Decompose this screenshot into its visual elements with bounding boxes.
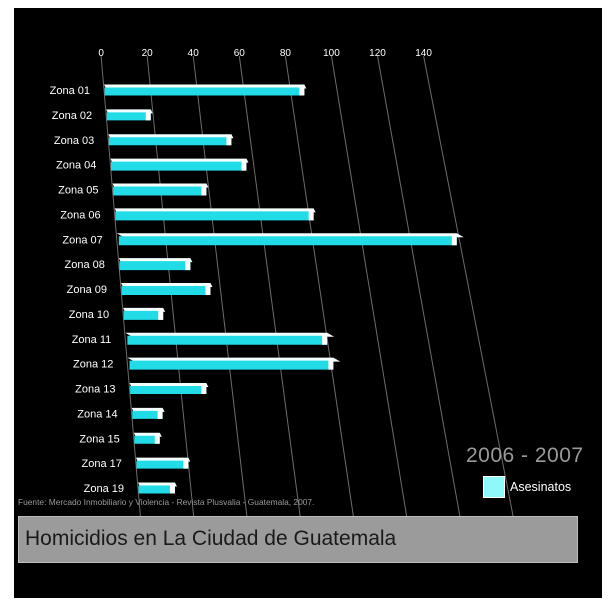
bar <box>123 307 166 320</box>
bar <box>114 208 316 221</box>
x-tick-label: 0 <box>98 48 104 59</box>
bar <box>112 183 209 196</box>
bar <box>110 158 249 171</box>
category-label: Zona 01 <box>50 85 90 97</box>
bar <box>125 332 335 345</box>
bar <box>138 482 177 494</box>
category-label: Zona 15 <box>79 433 119 445</box>
legend-label: Asesinatos <box>510 480 572 494</box>
x-tick-label: 80 <box>280 48 292 59</box>
gridline <box>284 55 357 537</box>
x-tick-label: 60 <box>234 48 246 59</box>
x-tick-label: 120 <box>369 48 386 59</box>
category-label: Zona 11 <box>72 334 112 346</box>
legend-swatch <box>483 476 505 498</box>
gridline <box>192 55 250 537</box>
category-label: Zona 14 <box>77 408 117 420</box>
bar <box>116 233 464 246</box>
bar <box>121 283 213 295</box>
category-labels: Zona 01 Zona 02 Zona 03 Zona 04 Zona 05 Zona … <box>50 85 124 495</box>
category-label: Zona 06 <box>60 209 100 221</box>
legend: Asesinatos <box>483 476 571 498</box>
x-tick-label: 40 <box>188 48 200 59</box>
category-label: Zona 10 <box>69 309 109 321</box>
category-label: Zona 07 <box>62 234 102 246</box>
bar <box>127 357 341 370</box>
category-label: Zona 03 <box>54 135 94 147</box>
gridline <box>423 55 518 537</box>
bar <box>133 432 162 444</box>
chart-subtitle: 2006 - 2007 <box>466 444 584 467</box>
bar <box>131 407 165 419</box>
chart-frame: 0 20 40 60 80 100 120 140 Zona 01 Zona 02 Zona 03… <box>14 8 602 598</box>
bars <box>104 84 464 494</box>
category-label: Zona 17 <box>82 458 122 470</box>
category-label: Zona 19 <box>84 483 124 495</box>
bar <box>106 109 153 121</box>
category-label: Zona 02 <box>52 110 92 122</box>
gridline <box>377 55 464 537</box>
title-bar: Homicidios en La Ciudad de Guatemala <box>18 516 578 563</box>
gridline <box>238 55 304 537</box>
category-label: Zona 12 <box>73 359 113 371</box>
x-axis-ticks: 0 20 40 60 80 100 120 140 <box>98 48 432 59</box>
bar <box>104 84 307 96</box>
gridline <box>100 55 143 537</box>
x-tick-label: 20 <box>142 48 154 59</box>
chart-title: Homicidios en La Ciudad de Guatemala <box>25 527 397 550</box>
category-label: Zona 09 <box>67 284 107 296</box>
x-tick-label: 100 <box>323 48 340 59</box>
category-label: Zona 05 <box>58 185 98 197</box>
category-label: Zona 08 <box>65 259 105 271</box>
bar <box>108 134 234 146</box>
x-tick-label: 140 <box>415 48 432 59</box>
category-label: Zona 13 <box>75 384 115 396</box>
bar <box>118 258 193 271</box>
bar <box>129 383 209 394</box>
gridline <box>330 55 411 537</box>
bar-chart: 0 20 40 60 80 100 120 140 Zona 01 Zona 02 Zona 03… <box>50 48 518 537</box>
source-note: Fuente: Mercado Inmobiliario y Violencia… <box>18 497 315 507</box>
category-label: Zona 04 <box>56 160 96 172</box>
bar <box>135 457 191 469</box>
